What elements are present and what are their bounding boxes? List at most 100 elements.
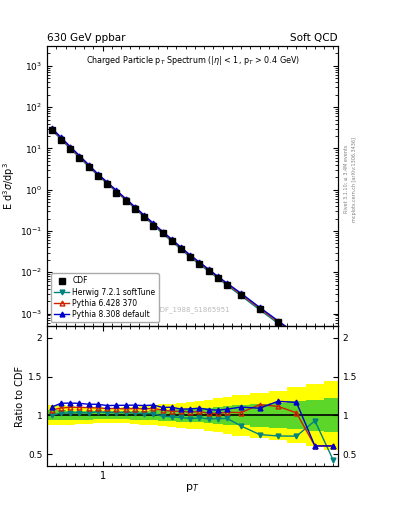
Pythia 8.308 default <box>275 317 280 324</box>
Herwig 7.2.1 softTune <box>239 293 243 299</box>
Herwig 7.2.1 softTune <box>105 181 110 187</box>
Pythia 6.428 370 <box>77 153 82 159</box>
Pythia 6.428 370 <box>179 245 184 251</box>
Pythia 6.428 370 <box>197 260 202 266</box>
Herwig 7.2.1 softTune <box>275 320 280 326</box>
Pythia 6.428 370 <box>225 281 230 287</box>
Pythia 6.428 370 <box>257 305 262 311</box>
Herwig 7.2.1 softTune <box>197 261 202 267</box>
Pythia 6.428 370 <box>188 253 193 259</box>
Pythia 8.308 default <box>188 252 193 258</box>
Herwig 7.2.1 softTune <box>142 214 147 220</box>
Pythia 6.428 370 <box>151 221 156 227</box>
Herwig 7.2.1 softTune <box>257 307 262 313</box>
CDF <box>216 274 220 281</box>
Pythia 8.308 default <box>77 153 82 159</box>
CDF <box>294 332 299 338</box>
Legend: CDF, Herwig 7.2.1 softTune, Pythia 6.428 370, Pythia 8.308 default: CDF, Herwig 7.2.1 softTune, Pythia 6.428… <box>51 273 158 322</box>
Pythia 8.308 default <box>294 331 299 337</box>
Line: Pythia 6.428 370: Pythia 6.428 370 <box>50 126 336 364</box>
Pythia 8.308 default <box>312 344 317 350</box>
Pythia 8.308 default <box>257 304 262 310</box>
Text: Charged Particle p$_T$ Spectrum ($|\eta|$ < 1, p$_T$ > 0.4 GeV): Charged Particle p$_T$ Spectrum ($|\eta|… <box>86 54 299 68</box>
CDF <box>197 261 202 267</box>
CDF <box>50 127 54 133</box>
CDF <box>257 306 262 312</box>
Herwig 7.2.1 softTune <box>188 254 193 261</box>
Herwig 7.2.1 softTune <box>216 275 220 282</box>
Pythia 8.308 default <box>197 259 202 265</box>
CDF <box>68 146 73 153</box>
Pythia 8.308 default <box>86 162 91 168</box>
Pythia 8.308 default <box>169 236 174 242</box>
Herwig 7.2.1 softTune <box>114 189 119 195</box>
CDF <box>225 282 230 288</box>
Pythia 8.308 default <box>151 220 156 226</box>
Pythia 8.308 default <box>239 290 243 296</box>
Pythia 8.308 default <box>123 196 128 202</box>
Line: Herwig 7.2.1 softTune: Herwig 7.2.1 softTune <box>50 127 336 366</box>
Pythia 6.428 370 <box>59 135 63 141</box>
Herwig 7.2.1 softTune <box>132 205 137 211</box>
Herwig 7.2.1 softTune <box>225 282 230 288</box>
Pythia 6.428 370 <box>142 212 147 219</box>
CDF <box>59 137 63 143</box>
Pythia 6.428 370 <box>105 180 110 186</box>
Herwig 7.2.1 softTune <box>312 347 317 353</box>
Pythia 8.308 default <box>225 280 230 286</box>
Pythia 6.428 370 <box>132 204 137 210</box>
Herwig 7.2.1 softTune <box>95 173 100 179</box>
Herwig 7.2.1 softTune <box>206 268 211 274</box>
Text: 630 GeV ppbar: 630 GeV ppbar <box>47 33 126 44</box>
Pythia 6.428 370 <box>216 274 220 280</box>
Pythia 6.428 370 <box>123 196 128 202</box>
Herwig 7.2.1 softTune <box>77 155 82 161</box>
Pythia 6.428 370 <box>331 358 336 364</box>
Text: mcplots.cern.ch [arXiv:1306.3436]: mcplots.cern.ch [arXiv:1306.3436] <box>352 137 357 222</box>
CDF <box>123 198 128 204</box>
X-axis label: p$_T$: p$_T$ <box>185 482 200 494</box>
CDF <box>239 292 243 298</box>
Pythia 8.308 default <box>105 179 110 185</box>
Herwig 7.2.1 softTune <box>68 145 73 152</box>
Pythia 6.428 370 <box>206 267 211 273</box>
CDF <box>86 164 91 170</box>
Herwig 7.2.1 softTune <box>294 333 299 339</box>
Pythia 8.308 default <box>331 357 336 363</box>
Pythia 8.308 default <box>114 187 119 194</box>
Pythia 8.308 default <box>160 228 165 234</box>
CDF <box>188 253 193 260</box>
Pythia 6.428 370 <box>50 125 54 132</box>
CDF <box>179 246 184 252</box>
Pythia 6.428 370 <box>68 144 73 151</box>
Pythia 8.308 default <box>68 143 73 150</box>
Herwig 7.2.1 softTune <box>123 197 128 203</box>
CDF <box>95 173 100 179</box>
Pythia 8.308 default <box>206 266 211 272</box>
Pythia 6.428 370 <box>169 237 174 243</box>
Pythia 8.308 default <box>50 125 54 131</box>
Herwig 7.2.1 softTune <box>151 222 156 228</box>
Pythia 6.428 370 <box>114 188 119 194</box>
CDF <box>169 238 174 244</box>
CDF <box>142 214 147 220</box>
Herwig 7.2.1 softTune <box>50 127 54 133</box>
CDF <box>151 223 156 229</box>
Pythia 6.428 370 <box>95 172 100 178</box>
Herwig 7.2.1 softTune <box>169 238 174 244</box>
CDF <box>312 345 317 351</box>
CDF <box>275 319 280 325</box>
Pythia 6.428 370 <box>312 345 317 351</box>
CDF <box>77 155 82 161</box>
Line: CDF: CDF <box>49 127 336 364</box>
Pythia 6.428 370 <box>86 162 91 168</box>
CDF <box>105 181 110 187</box>
Herwig 7.2.1 softTune <box>86 164 91 170</box>
Herwig 7.2.1 softTune <box>179 246 184 252</box>
CDF <box>206 267 211 273</box>
Pythia 8.308 default <box>59 134 63 140</box>
Pythia 6.428 370 <box>294 331 299 337</box>
Pythia 6.428 370 <box>275 319 280 325</box>
CDF <box>331 358 336 365</box>
Pythia 8.308 default <box>132 204 137 210</box>
